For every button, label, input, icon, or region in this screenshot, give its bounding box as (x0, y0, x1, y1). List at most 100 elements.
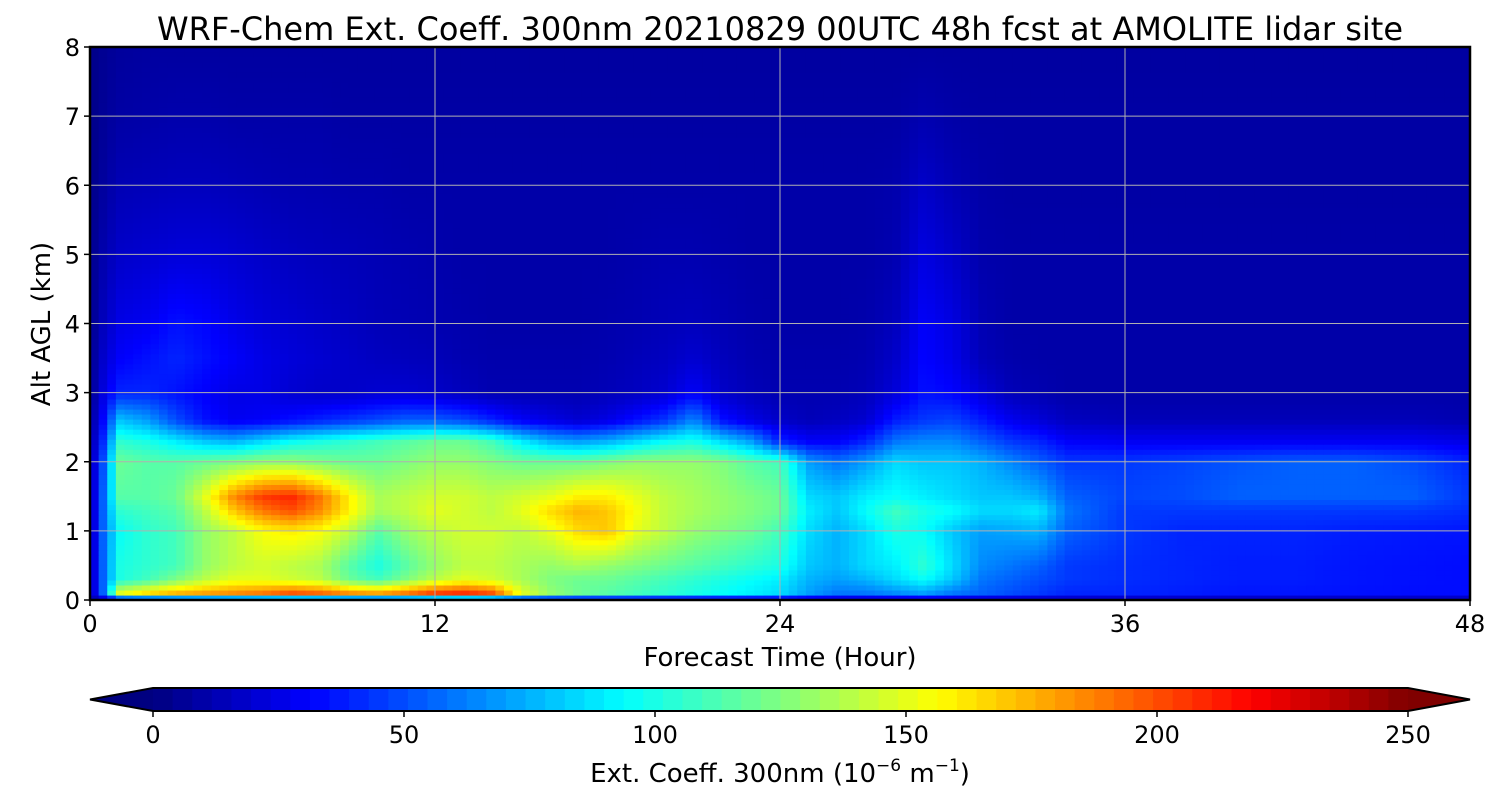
heatmap-cell (426, 479, 435, 485)
heatmap-cell (159, 439, 168, 445)
heatmap-cell (780, 535, 789, 541)
heatmap-cell (737, 510, 746, 516)
heatmap-cell (1254, 454, 1263, 460)
heatmap-cell (280, 449, 289, 455)
heatmap-cell (564, 575, 573, 581)
heatmap-cell (961, 560, 970, 566)
heatmap-cell (849, 560, 858, 566)
heatmap-cell (608, 555, 617, 561)
heatmap-cell (884, 585, 893, 591)
heatmap-cell (1108, 484, 1117, 490)
heatmap-cell (1203, 494, 1212, 500)
heatmap-cell (340, 444, 349, 450)
heatmap-cell (107, 439, 116, 445)
heatmap-cell (1289, 469, 1298, 475)
heatmap-cell (1160, 454, 1169, 460)
heatmap-cell (884, 469, 893, 475)
heatmap-cell (254, 469, 263, 475)
heatmap-cell (625, 560, 634, 566)
heatmap-cell (1315, 520, 1324, 526)
heatmap-cell (1410, 484, 1419, 490)
heatmap-cell (771, 580, 780, 586)
heatmap-cell (1185, 570, 1194, 576)
heatmap-cell (1272, 590, 1281, 596)
heatmap-cell (461, 454, 470, 460)
heatmap-cell (366, 444, 375, 450)
heatmap-cell (409, 469, 418, 475)
heatmap-cell (651, 489, 660, 495)
heatmap-cell (1367, 510, 1376, 516)
heatmap-cell (1427, 510, 1436, 516)
heatmap-cell (366, 469, 375, 475)
heatmap-cell (935, 515, 944, 521)
heatmap-cell (789, 499, 798, 505)
heatmap-cell (944, 520, 953, 526)
heatmap-cell (1315, 555, 1324, 561)
heatmap-cell (1220, 520, 1229, 526)
heatmap-cell (1315, 590, 1324, 596)
heatmap-cell (780, 474, 789, 480)
heatmap-cell (927, 504, 936, 510)
heatmap-cell (633, 515, 642, 521)
heatmap-cell (978, 540, 987, 546)
heatmap-cell (1263, 510, 1272, 516)
heatmap-cell (1056, 555, 1065, 561)
heatmap-cell (1047, 469, 1056, 475)
heatmap-cell (530, 484, 539, 490)
heatmap-cell (297, 469, 306, 475)
heatmap-cell (1039, 510, 1048, 516)
heatmap-cell (1065, 474, 1074, 480)
heatmap-cell (970, 515, 979, 521)
heatmap-cell (401, 439, 410, 445)
heatmap-cell (340, 520, 349, 526)
heatmap-cell (1151, 515, 1160, 521)
heatmap-cell (1392, 464, 1401, 470)
heatmap-cell (590, 520, 599, 526)
heatmap-cell (1065, 484, 1074, 490)
heatmap-cell (504, 474, 513, 480)
heatmap-cell (918, 570, 927, 576)
heatmap-cell (1436, 585, 1445, 591)
heatmap-cell (1056, 520, 1065, 526)
heatmap-cell (573, 565, 582, 571)
heatmap-cell (1185, 590, 1194, 596)
heatmap-cell (840, 474, 849, 480)
heatmap-cell (237, 484, 246, 490)
heatmap-cell (1410, 520, 1419, 526)
heatmap-cell (944, 484, 953, 490)
heatmap-cell (987, 565, 996, 571)
heatmap-cell (452, 449, 461, 455)
heatmap-cell (530, 474, 539, 480)
heatmap-cell (978, 535, 987, 541)
heatmap-cell (789, 570, 798, 576)
heatmap-cell (228, 489, 237, 495)
heatmap-cell (357, 494, 366, 500)
heatmap-cell (142, 510, 151, 516)
heatmap-cell (1108, 499, 1117, 505)
heatmap-cell (1073, 449, 1082, 455)
heatmap-cell (1341, 560, 1350, 566)
heatmap-cell (1453, 575, 1462, 581)
heatmap-cell (90, 580, 99, 586)
heatmap-cell (461, 510, 470, 516)
heatmap-cell (1401, 555, 1410, 561)
heatmap-cell (332, 535, 341, 541)
heatmap-cell (142, 515, 151, 521)
heatmap-cell (349, 444, 358, 450)
heatmap-cell (1384, 540, 1393, 546)
heatmap-cell (659, 580, 668, 586)
heatmap-cell (228, 590, 237, 596)
heatmap-cell (1392, 449, 1401, 455)
heatmap-cell (1401, 474, 1410, 480)
heatmap-cell (840, 504, 849, 510)
heatmap-cell (625, 550, 634, 556)
heatmap-cell (202, 520, 211, 526)
heatmap-cell (1392, 525, 1401, 531)
heatmap-cell (996, 545, 1005, 551)
heatmap-cell (961, 580, 970, 586)
heatmap-cell (737, 525, 746, 531)
heatmap-cell (771, 499, 780, 505)
heatmap-cell (987, 510, 996, 516)
heatmap-cell (1237, 499, 1246, 505)
heatmap-cell (1436, 504, 1445, 510)
